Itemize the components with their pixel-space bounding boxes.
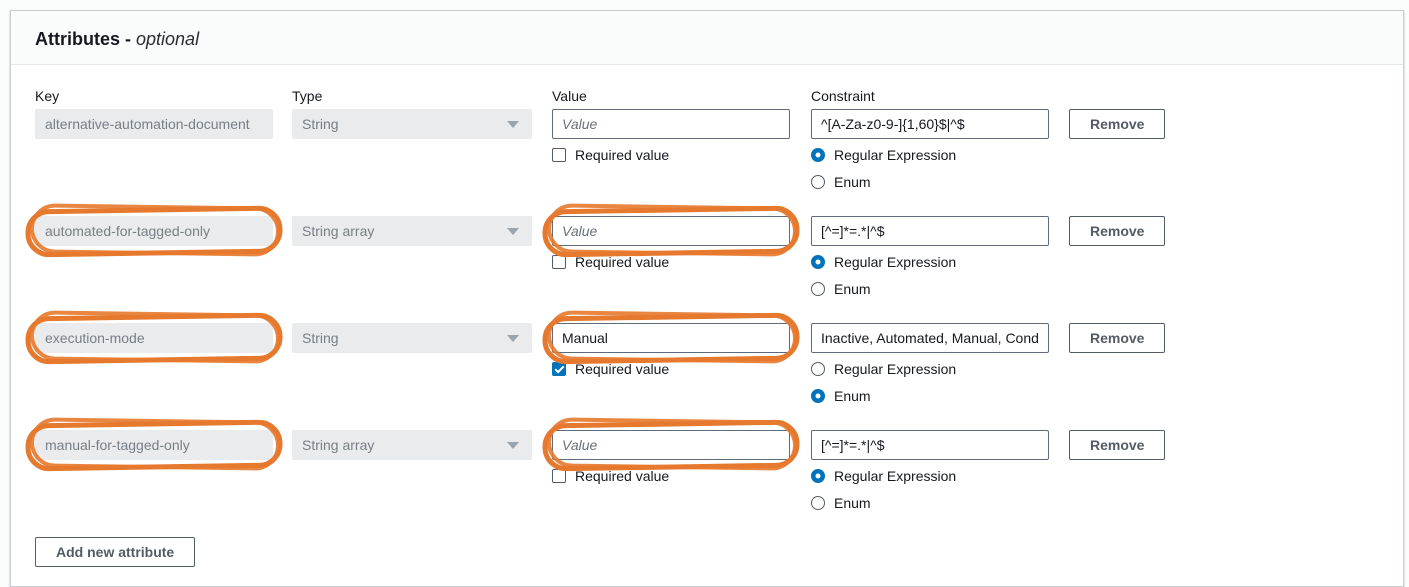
chevron-down-icon <box>507 120 519 128</box>
attribute-rows: String Required value Regular Expression <box>25 109 1379 511</box>
enum-label[interactable]: Enum <box>834 174 871 190</box>
regular-expression-label[interactable]: Regular Expression <box>834 468 957 484</box>
regular-expression-radio[interactable] <box>811 148 825 162</box>
constraint-input[interactable] <box>811 109 1049 139</box>
key-field-wrap <box>25 417 283 472</box>
required-value-checkbox[interactable] <box>552 255 566 269</box>
regular-expression-option[interactable]: Regular Expression <box>811 468 1049 484</box>
column-header-value: Value <box>552 88 587 104</box>
enum-label[interactable]: Enum <box>834 388 871 404</box>
value-field-wrap <box>542 417 800 472</box>
regular-expression-option[interactable]: Regular Expression <box>811 361 1049 377</box>
attributes-panel: Attributes - optional Key Type Value Con… <box>10 10 1404 587</box>
page-title-optional: optional <box>136 29 200 49</box>
attribute-row-alternative-automation-document: String Required value Regular Expression <box>35 109 1379 190</box>
value-input[interactable] <box>552 109 790 139</box>
type-select-value: String <box>302 116 339 132</box>
page-title-text: Attributes - <box>35 29 131 49</box>
required-value-label[interactable]: Required value <box>575 361 670 377</box>
value-field-wrap <box>542 203 800 258</box>
column-header-constraint: Constraint <box>811 88 875 104</box>
required-value-checkbox[interactable] <box>552 362 566 376</box>
page-title: Attributes - optional <box>35 29 1379 50</box>
chevron-down-icon <box>507 227 519 235</box>
key-field-wrap <box>25 310 283 365</box>
enum-label[interactable]: Enum <box>834 281 871 297</box>
enum-option[interactable]: Enum <box>811 495 1049 511</box>
required-value-label[interactable]: Required value <box>575 147 670 163</box>
value-field-wrap <box>552 109 790 139</box>
enum-option[interactable]: Enum <box>811 174 1049 190</box>
regular-expression-radio[interactable] <box>811 469 825 483</box>
key-field-wrap <box>25 203 283 258</box>
constraint-field-wrap <box>811 109 1049 139</box>
regular-expression-label[interactable]: Regular Expression <box>834 254 957 270</box>
regular-expression-option[interactable]: Regular Expression <box>811 254 1049 270</box>
regular-expression-option[interactable]: Regular Expression <box>811 147 1049 163</box>
remove-button[interactable]: Remove <box>1069 323 1166 353</box>
type-select: String <box>292 323 532 353</box>
required-value-checkbox[interactable] <box>552 148 566 162</box>
required-value-label[interactable]: Required value <box>575 468 670 484</box>
column-headers: Key Type Value Constraint <box>35 87 1379 105</box>
regular-expression-label[interactable]: Regular Expression <box>834 361 957 377</box>
value-input[interactable] <box>552 323 790 353</box>
type-select-value: String array <box>302 223 375 239</box>
enum-option[interactable]: Enum <box>811 388 1049 404</box>
remove-button[interactable]: Remove <box>1069 216 1166 246</box>
attribute-row-manual-for-tagged-only: String array Required value Regular Expr… <box>25 417 1379 511</box>
type-select: String <box>292 109 532 139</box>
required-value-checkbox[interactable] <box>552 469 566 483</box>
constraint-field-wrap <box>811 430 1049 460</box>
enum-label[interactable]: Enum <box>834 495 871 511</box>
remove-button[interactable]: Remove <box>1069 109 1166 139</box>
chevron-down-icon <box>507 441 519 449</box>
required-value-option[interactable]: Required value <box>552 254 790 270</box>
value-input[interactable] <box>552 430 790 460</box>
constraint-input[interactable] <box>811 216 1049 246</box>
add-attribute-row: Add new attribute <box>35 537 1379 567</box>
constraint-input[interactable] <box>811 323 1049 353</box>
enum-option[interactable]: Enum <box>811 281 1049 297</box>
required-value-label[interactable]: Required value <box>575 254 670 270</box>
enum-radio[interactable] <box>811 389 825 403</box>
attributes-panel-body: Key Type Value Constraint String Re <box>11 65 1403 586</box>
value-field-wrap <box>542 310 800 365</box>
regular-expression-radio[interactable] <box>811 255 825 269</box>
regular-expression-radio[interactable] <box>811 362 825 376</box>
constraint-input[interactable] <box>811 430 1049 460</box>
key-input <box>35 109 273 139</box>
type-select: String array <box>292 216 532 246</box>
column-header-type: Type <box>292 88 323 104</box>
value-input[interactable] <box>552 216 790 246</box>
key-input <box>35 323 273 353</box>
enum-radio[interactable] <box>811 175 825 189</box>
key-input <box>35 216 273 246</box>
remove-button[interactable]: Remove <box>1069 430 1166 460</box>
required-value-option[interactable]: Required value <box>552 147 790 163</box>
type-select: String array <box>292 430 532 460</box>
column-header-key: Key <box>35 88 60 104</box>
attribute-row-automated-for-tagged-only: String array Required value Regular Expr… <box>25 203 1379 297</box>
constraint-field-wrap <box>811 216 1049 246</box>
key-input <box>35 430 273 460</box>
attributes-panel-header: Attributes - optional <box>11 11 1403 65</box>
type-select-value: String array <box>302 437 375 453</box>
key-field-wrap <box>35 109 273 139</box>
enum-radio[interactable] <box>811 496 825 510</box>
required-value-option[interactable]: Required value <box>552 468 790 484</box>
chevron-down-icon <box>507 334 519 342</box>
add-new-attribute-button[interactable]: Add new attribute <box>35 537 196 567</box>
regular-expression-label[interactable]: Regular Expression <box>834 147 957 163</box>
type-select-value: String <box>302 330 339 346</box>
enum-radio[interactable] <box>811 282 825 296</box>
attribute-row-execution-mode: String Required value Regular Expression <box>25 310 1379 404</box>
required-value-option[interactable]: Required value <box>552 361 790 377</box>
constraint-field-wrap <box>811 323 1049 353</box>
